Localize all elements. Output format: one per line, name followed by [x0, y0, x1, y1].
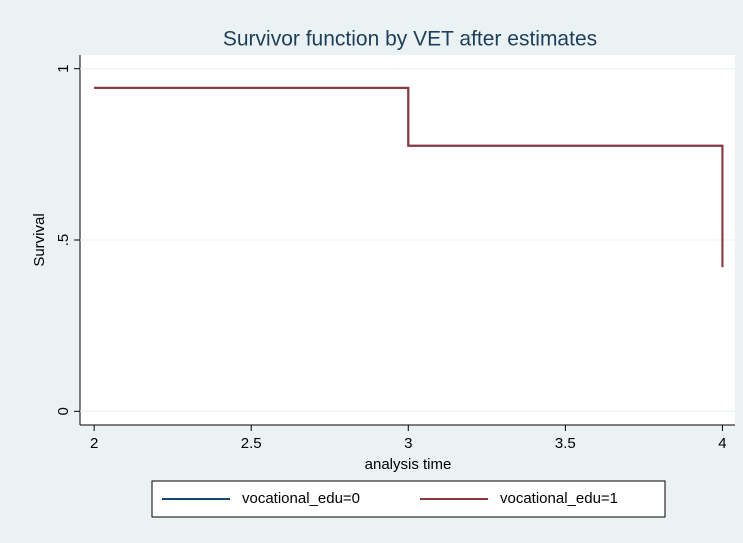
- y-tick-label: 0: [55, 407, 72, 415]
- chart-title: Survivor function by VET after estimates: [223, 28, 597, 51]
- x-axis-label: analysis time: [365, 456, 452, 473]
- y-tick-label: .5: [55, 234, 72, 247]
- x-tick-label: 2.5: [241, 435, 262, 452]
- legend: [151, 480, 666, 518]
- legend-label: vocational_edu=1: [500, 490, 618, 507]
- series-line: [94, 86, 724, 268]
- y-axis-label: Survival: [31, 213, 48, 266]
- x-tick-label: 4: [718, 435, 726, 452]
- x-tick-label: 2: [90, 435, 98, 452]
- legend-label: vocational_edu=0: [242, 490, 360, 507]
- x-tick-label: 3: [404, 435, 412, 452]
- y-tick-label: 1: [55, 65, 72, 73]
- x-tick-label: 3.5: [555, 435, 576, 452]
